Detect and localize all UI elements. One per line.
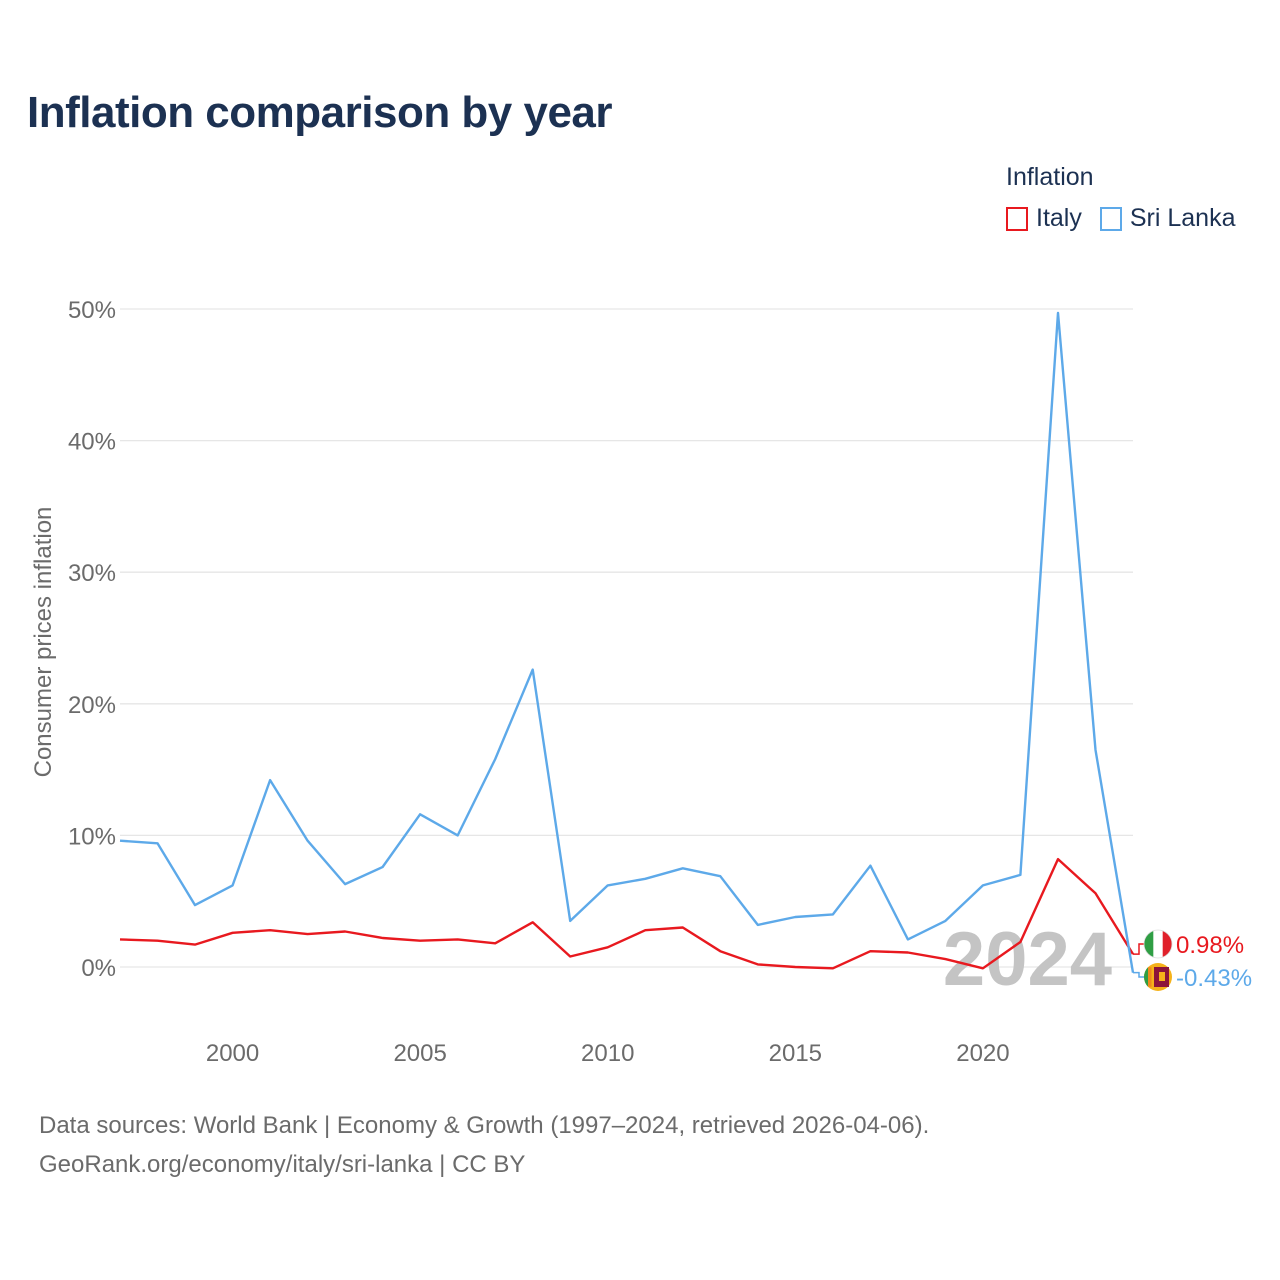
y-tick-label: 0%	[81, 955, 116, 982]
end-connector-sri-lanka	[1133, 971, 1144, 978]
y-tick-label: 20%	[68, 692, 116, 719]
series-line-italy[interactable]	[119, 857, 1135, 970]
series-line-sri-lanka[interactable]	[119, 311, 1135, 973]
y-tick-label: 10%	[68, 823, 116, 850]
end-labels: 0.98% -0.43%	[1133, 929, 1252, 992]
legend-item-italy[interactable]: Italy	[1006, 204, 1082, 233]
legend-label-sri-lanka: Sri Lanka	[1129, 204, 1236, 232]
italy-flag-icon	[1143, 929, 1173, 959]
end-label-sri-lanka: -0.43%	[1176, 965, 1252, 992]
legend-title: Inflation	[1006, 163, 1094, 191]
x-tick-label: 2000	[206, 1040, 259, 1067]
x-tick-label: 2015	[769, 1040, 822, 1067]
x-tick-label: 2010	[581, 1040, 634, 1067]
x-tick-label: 2005	[393, 1040, 446, 1067]
x-axis-ticks: 2000 2005 2010 2015 2020	[206, 1040, 1010, 1067]
line-chart: 0% 10% 20% 30% 40% 50% 2000 2005 2010 2015 2020 C…	[30, 297, 1252, 1067]
footer-link[interactable]: GeoRank.org/economy/italy/sri-lanka | CC…	[39, 1151, 526, 1178]
y-axis-ticks: 0% 10% 20% 30% 40% 50%	[68, 297, 116, 982]
footer-sources: Data sources: World Bank | Economy & Gro…	[39, 1112, 930, 1139]
legend: Italy Sri Lanka	[1006, 204, 1253, 233]
end-connector-italy	[1133, 943, 1144, 955]
grid-lines	[120, 308, 1133, 968]
end-label-italy: 0.98%	[1176, 932, 1244, 959]
y-tick-label: 30%	[68, 560, 116, 587]
footer: Data sources: World Bank | Economy & Gro…	[39, 1106, 929, 1184]
sri-lanka-flag-icon	[1143, 963, 1172, 991]
chart-title: Inflation comparison by year	[27, 88, 613, 137]
year-watermark: 2024	[943, 917, 1112, 1002]
y-tick-label: 50%	[68, 297, 116, 324]
y-axis-label: Consumer prices inflation	[30, 507, 57, 778]
series-lines	[119, 311, 1135, 973]
legend-label-italy: Italy	[1036, 204, 1082, 232]
legend-item-sri-lanka[interactable]: Sri Lanka	[1099, 204, 1236, 233]
x-tick-label: 2020	[956, 1040, 1009, 1067]
legend-swatch-italy	[1006, 206, 1028, 231]
legend-swatch-sri-lanka	[1099, 206, 1122, 231]
y-tick-label: 40%	[68, 429, 116, 456]
